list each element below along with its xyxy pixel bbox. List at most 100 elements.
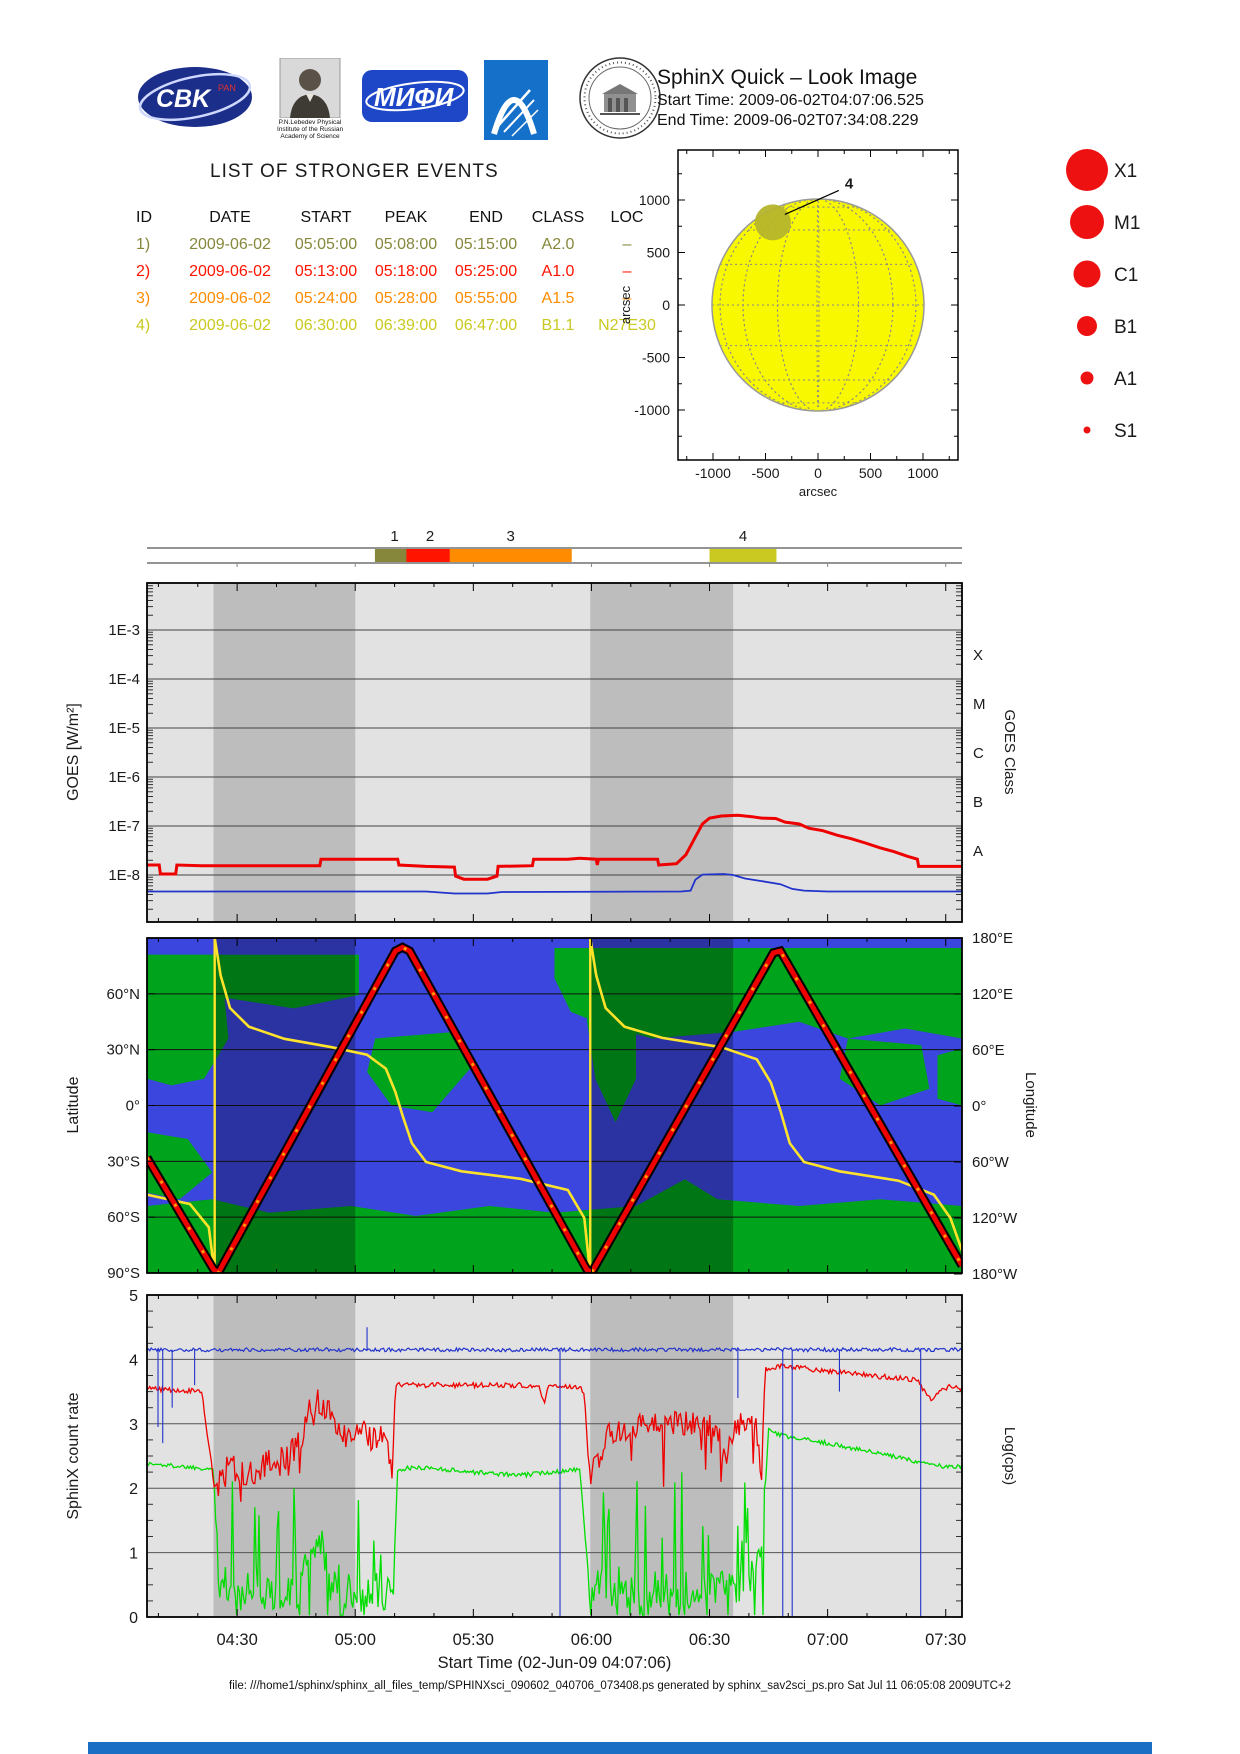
rate-green-curve (147, 1427, 962, 1616)
svg-text:2: 2 (426, 528, 434, 545)
lebedev-caption: P.N.Lebedev Physical Institute of the Ru… (276, 119, 344, 140)
svg-text:S1: S1 (1114, 421, 1137, 442)
event-row: 2) 2009-06-02 05:13:00 05:18:00 05:25:00… (136, 262, 632, 280)
count-rate-panel: 0 1 2 3 4 5 SphinX count rate Log(cps) (65, 1288, 1018, 1627)
svg-text:06:00: 06:00 (571, 1631, 612, 1649)
bottom-blue-bar (88, 1742, 1152, 1754)
svg-text:60°S: 60°S (107, 1209, 140, 1226)
col-end: END (469, 208, 503, 226)
map-land (839, 1038, 930, 1106)
sun-event-marker: 4 (754, 175, 854, 241)
svg-text:05:30: 05:30 (453, 1631, 494, 1649)
timeline-event-segment (406, 549, 454, 562)
svg-text:3: 3 (129, 1417, 138, 1434)
map-land (147, 954, 359, 1009)
lebedev-logo (279, 58, 341, 118)
col-peak: PEAK (384, 208, 428, 226)
svg-text:-1000: -1000 (695, 465, 731, 481)
time-axis: 04:30 05:00 05:30 06:00 06:30 07:00 07:30 Start… (216, 1631, 966, 1672)
orbit-night-band (213, 583, 356, 922)
events-table: ID DATE START PEAK END CLASS LOC 1) 2009… (132, 204, 672, 339)
orbit-night-band (590, 1295, 734, 1617)
flare-class-legend: X1 M1 C1 B1 A1 S1 (1066, 149, 1140, 442)
svg-text:60°N: 60°N (106, 986, 140, 1003)
svg-text:1000: 1000 (907, 465, 938, 481)
svg-text:GOES [W/m²]: GOES [W/m²] (65, 703, 82, 801)
svg-text:0°: 0° (126, 1098, 140, 1115)
goes-short-curve (147, 873, 962, 895)
svg-text:1E-5: 1E-5 (108, 720, 140, 737)
latitude-curve (147, 944, 962, 1273)
svg-text:M1: M1 (1114, 213, 1140, 234)
svg-text:4: 4 (845, 175, 854, 192)
map-land (367, 1031, 473, 1113)
seal-column (608, 98, 612, 112)
flare-size-dot (1080, 371, 1094, 385)
svg-text:Latitude: Latitude (65, 1076, 82, 1133)
svg-text:Start Time (02-Jun-09 04:07:06: Start Time (02-Jun-09 04:07:06) (438, 1654, 672, 1672)
mephi-text: МИФИ (374, 82, 455, 112)
svg-text:30°S: 30°S (107, 1153, 140, 1170)
map-land (583, 948, 636, 1123)
svg-text:-500: -500 (642, 350, 670, 366)
longitude-curve (588, 938, 962, 1252)
mephi-orbit-icon (365, 80, 465, 112)
events-table-header: ID DATE START PEAK END CLASS LOC (132, 204, 672, 231)
svg-text:1E-4: 1E-4 (108, 671, 140, 688)
svg-text:Longitude: Longitude (1022, 1072, 1039, 1138)
svg-text:120°E: 120°E (972, 986, 1013, 1003)
svg-text:180°W: 180°W (972, 1266, 1018, 1283)
svg-text:60°W: 60°W (972, 1154, 1010, 1171)
page-title: SphinX Quick – Look Image (657, 66, 918, 89)
cbk-orbit-ring-icon (138, 72, 252, 122)
latitude-curve-marks (147, 945, 962, 1273)
goes-long-curve (147, 813, 962, 881)
svg-text:1: 1 (390, 528, 398, 545)
svg-text:04:30: 04:30 (216, 1631, 257, 1649)
col-date: DATE (209, 208, 251, 226)
map-land (937, 1048, 962, 1106)
longitude-curve (147, 1193, 216, 1273)
flare-size-dot (1083, 426, 1091, 434)
svg-text:0: 0 (129, 1610, 138, 1627)
flare-size-dot (1077, 316, 1097, 336)
map-land (147, 1179, 962, 1273)
university-seal-logo (579, 57, 661, 139)
svg-text:05:00: 05:00 (335, 1631, 376, 1649)
events-list-title: LIST OF STRONGER EVENTS (210, 161, 499, 182)
svg-text:0°: 0° (972, 1098, 986, 1115)
col-start: START (300, 208, 352, 226)
svg-text:Log(cps): Log(cps) (1001, 1427, 1018, 1485)
longitude-curve (213, 938, 592, 1273)
svg-text:C: C (973, 745, 984, 762)
svg-text:1E-7: 1E-7 (108, 818, 140, 835)
svg-text:07:00: 07:00 (807, 1631, 848, 1649)
orbit-night-band (590, 938, 734, 1273)
svg-text:30°N: 30°N (106, 1042, 140, 1059)
svg-text:B1: B1 (1114, 317, 1137, 338)
svg-text:arcsec: arcsec (799, 484, 838, 499)
mephi-bg (362, 70, 468, 122)
svg-text:A: A (973, 843, 983, 860)
orbit-night-band (590, 583, 734, 922)
svg-text:3: 3 (507, 528, 515, 545)
svg-text:SphinX count rate: SphinX count rate (65, 1392, 82, 1519)
svg-text:5: 5 (129, 1288, 138, 1305)
seal-column (616, 98, 620, 112)
svg-text:4: 4 (129, 1352, 138, 1369)
svg-text:4: 4 (739, 528, 747, 545)
svg-text:B: B (973, 794, 983, 811)
portrait-collar-icon (306, 94, 314, 102)
seal-roof-icon (602, 84, 638, 94)
svg-text:2: 2 (129, 1481, 138, 1498)
orbit-panel: 60°N 30°N 0° 30°S 60°S 90°S 180°E 120°E 60°E 0° 60… (65, 930, 1039, 1283)
cbk-ellipse (138, 67, 252, 127)
svg-text:1E-3: 1E-3 (108, 622, 140, 639)
flare-size-dot (1066, 149, 1108, 191)
col-loc: LOC (610, 208, 644, 226)
seal-text-ring (583, 61, 657, 135)
orbit-night-band (213, 1295, 356, 1617)
portrait-head-icon (299, 69, 321, 91)
portrait-body-icon (290, 94, 330, 118)
